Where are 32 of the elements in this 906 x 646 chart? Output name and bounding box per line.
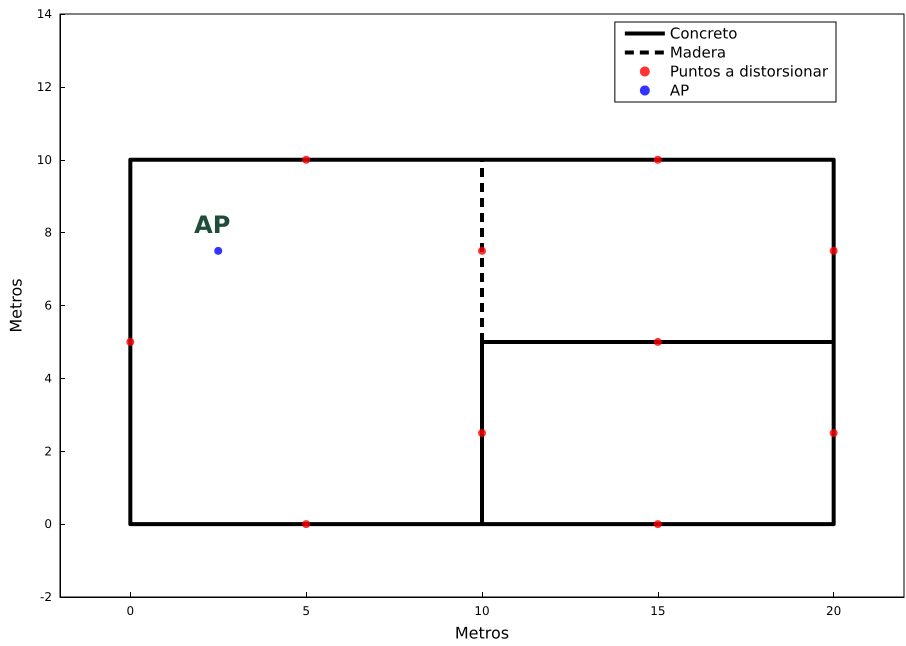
x-axis-title: Metros (454, 624, 510, 642)
y-tick-label: -2 (40, 590, 52, 604)
x-tick-label: 10 (474, 604, 490, 618)
point (214, 246, 222, 255)
point (654, 338, 662, 346)
point (654, 520, 662, 528)
y-tick-label: 8 (44, 226, 52, 240)
point (478, 246, 486, 255)
x-tick-label: 15 (650, 604, 666, 618)
y-tick-label: 6 (44, 298, 52, 312)
point (302, 156, 310, 164)
point (478, 429, 486, 438)
y-tick-label: 14 (36, 7, 52, 21)
y-axis-title: Metros (6, 278, 26, 333)
y-tick-label: 12 (36, 80, 52, 94)
x-tick-label: 20 (826, 604, 842, 618)
point (830, 429, 838, 438)
legend-label: Puntos a distorsionar (670, 62, 829, 80)
x-tick-label: 0 (126, 604, 134, 618)
y-tick-label: 0 (44, 517, 52, 532)
point (654, 156, 662, 164)
x-tick-label: 5 (302, 604, 310, 618)
point (302, 520, 310, 528)
point (126, 338, 134, 346)
y-tick-label: 4 (44, 371, 52, 386)
annotation: AP (194, 210, 230, 239)
y-tick-label: 2 (44, 444, 52, 458)
point (830, 246, 838, 255)
legend-label: Concreto (670, 24, 738, 42)
legend-label: AP (670, 82, 690, 100)
legend-label: Madera (670, 44, 726, 62)
y-tick-label: 10 (36, 152, 52, 167)
